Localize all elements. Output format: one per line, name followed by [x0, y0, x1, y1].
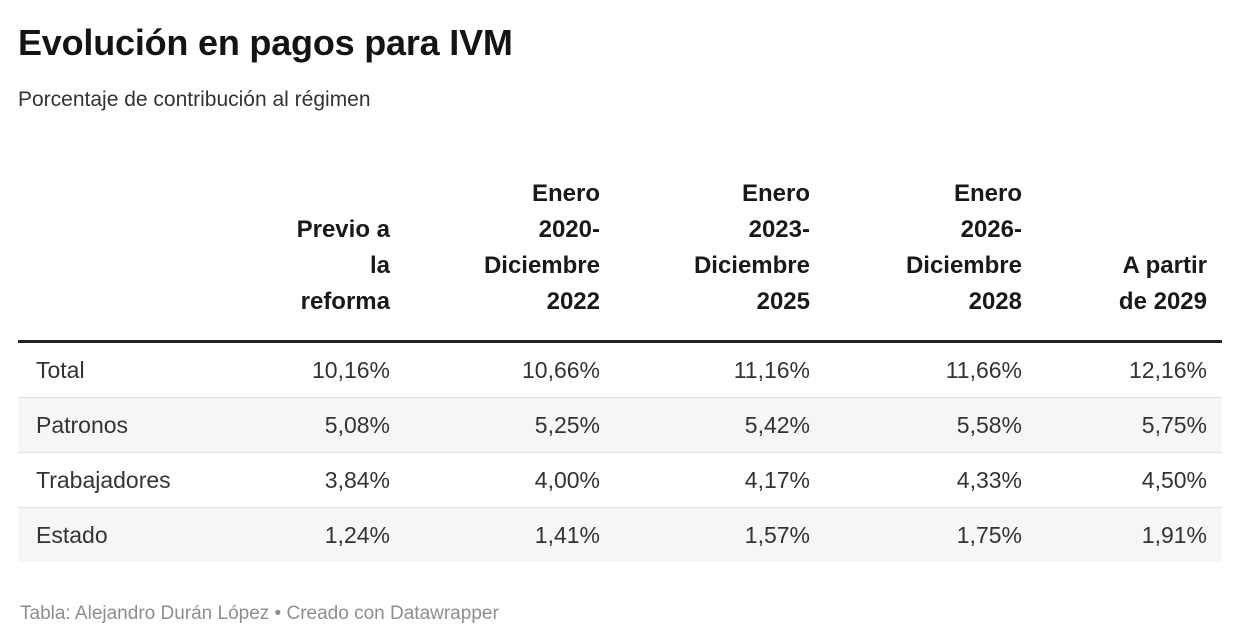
value-cell: 10,66% — [521, 357, 600, 384]
value-cell: 5,58% — [825, 397, 1037, 453]
value-cell: 11,66% — [945, 357, 1022, 384]
chart-header: Evolución en pagos para IVM Porcentaje d… — [18, 22, 1222, 112]
value-cell: 4,50% — [1037, 452, 1222, 508]
value-cell: 1,75% — [825, 507, 1037, 563]
row-label: Estado — [18, 507, 218, 563]
table-header-row: Previo a la reforma Enero 2020- Diciembre… — [18, 176, 1222, 344]
attribution-text: Tabla: Alejandro Durán López • Creado co… — [20, 603, 499, 625]
value-cell: 11,16% — [733, 357, 810, 384]
value-cell: 12,16% — [1128, 357, 1207, 384]
value-cell: 1,91% — [1037, 507, 1222, 563]
value-cell: 1,41% — [405, 507, 615, 563]
value-cell: 4,17% — [615, 452, 825, 508]
value-cell: 5,25% — [405, 397, 615, 453]
table-row: Trabajadores 3,84% 4,00% 4,17% 4,33% 4,50% — [18, 452, 1222, 508]
chart-title: Evolución en pagos para IVM — [18, 22, 513, 63]
value-cell: 4,00% — [405, 452, 615, 508]
column-header: Enero 2023- Diciembre 2025 — [615, 176, 825, 344]
row-label: Patronos — [18, 397, 218, 453]
row-label: Trabajadores — [18, 452, 218, 508]
column-header: A partir de 2029 — [1037, 176, 1222, 344]
chart-footer: Tabla: Alejandro Durán López • Creado co… — [18, 602, 1222, 625]
column-header: Enero 2026- Diciembre 2028 — [825, 176, 1037, 344]
value-cell: 1,24% — [218, 507, 405, 563]
value-cell: 5,08% — [218, 397, 405, 453]
table-row: Patronos 5,08% 5,25% 5,42% 5,58% 5,75% — [18, 397, 1222, 453]
row-label: Total — [36, 357, 85, 384]
table-row: Total 10,16% 10,66% 11,16% 11,66% 12,16% — [18, 342, 1222, 398]
corner-header-cell — [18, 176, 218, 344]
value-cell: 4,33% — [825, 452, 1037, 508]
value-cell: 10,16% — [311, 357, 390, 384]
column-header: Previo a la reforma — [218, 176, 405, 344]
table-row: Estado 1,24% 1,41% 1,57% 1,75% 1,91% — [18, 507, 1222, 563]
value-cell: 5,42% — [615, 397, 825, 453]
value-cell: 1,57% — [615, 507, 825, 563]
value-cell: 3,84% — [218, 452, 405, 508]
chart-subtitle: Porcentaje de contribución al régimen — [18, 88, 371, 112]
column-header: Enero 2020- Diciembre 2022 — [405, 176, 615, 344]
contribution-table: Previo a la reforma Enero 2020- Diciembre… — [18, 176, 1222, 563]
value-cell: 5,75% — [1037, 397, 1222, 453]
